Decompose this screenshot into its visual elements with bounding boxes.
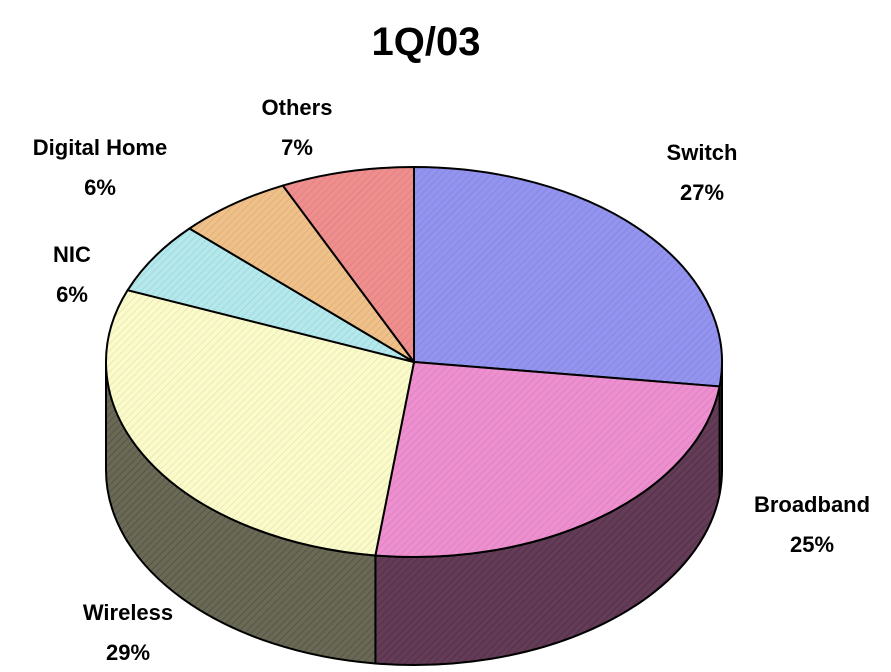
slice-label-wireless-value: 29% xyxy=(106,640,150,665)
pie-side-wireless-texture xyxy=(106,362,376,664)
pie-slice-digital-home-texture xyxy=(189,185,414,362)
slice-label-digital-home-value: 6% xyxy=(84,175,116,200)
pie-slice-broadband-texture xyxy=(375,362,720,557)
slice-label-wireless-name: Wireless xyxy=(83,600,173,625)
slice-label-nic-name: NIC xyxy=(53,242,91,267)
pie-side-broadband-texture xyxy=(375,386,720,665)
slice-label-others-name: Others xyxy=(262,95,333,120)
pie-slice-others-texture xyxy=(282,167,414,362)
slice-label-switch-name: Switch xyxy=(667,140,738,165)
slice-label-broadband-name: Broadband xyxy=(754,492,870,517)
slice-label-others-value: 7% xyxy=(281,135,313,160)
pie-slice-wireless-texture xyxy=(106,290,415,556)
slice-label-digital-home-name: Digital Home xyxy=(33,135,167,160)
pie-slice-nic-texture xyxy=(127,228,414,362)
pie-slice-switch-texture xyxy=(414,167,722,387)
chart-title: 1Q/03 xyxy=(372,20,481,64)
slice-label-broadband-value: 25% xyxy=(790,532,834,557)
slice-label-switch-value: 27% xyxy=(680,180,724,205)
slice-label-nic-value: 6% xyxy=(56,282,88,307)
slice-labels: Switch 27% Broadband 25% Wireless 29% NIC 6% Dig… xyxy=(33,95,870,665)
pie-top-faces xyxy=(105,166,723,558)
